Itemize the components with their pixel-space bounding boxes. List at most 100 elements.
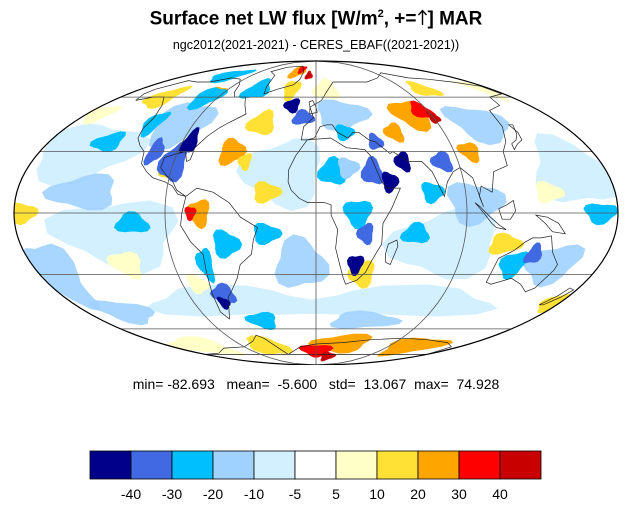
flux-patch [355, 222, 374, 246]
stat-min: -82.693 [167, 376, 215, 392]
colorbar-boxes [89, 450, 542, 480]
flux-patch [114, 211, 151, 233]
flux-patch [488, 232, 525, 255]
colorbar: -40 -30 -20 -10 -5 5 10 20 30 40 [89, 450, 542, 502]
flux-patch [87, 300, 156, 326]
colorbar-label: -5 [289, 486, 302, 502]
flux-field [14, 65, 618, 362]
flux-patch [291, 108, 316, 125]
flux-patch [244, 109, 274, 136]
flux-patch [186, 273, 210, 295]
graticule [14, 61, 618, 365]
flux-patch [237, 153, 252, 172]
flux-patch [329, 310, 403, 329]
colorbar-box [294, 450, 337, 480]
colorbar-label: 5 [332, 486, 340, 502]
colorbar-box [89, 450, 132, 480]
continent-outline [385, 239, 399, 265]
stat-std: 13.067 [363, 376, 407, 392]
flux-patch [451, 80, 511, 102]
colorbar-box [130, 450, 173, 480]
colorbar-label: 20 [410, 486, 426, 502]
flux-patch [360, 155, 385, 185]
flux-patch [347, 255, 365, 276]
flux-patch [393, 150, 411, 173]
world-map [13, 60, 619, 365]
continent-outline [485, 235, 558, 293]
colorbar-label: 10 [369, 486, 385, 502]
flux-patch [41, 173, 115, 211]
flux-patch [23, 243, 104, 312]
flux-patch [377, 337, 454, 357]
flux-patch [236, 137, 321, 211]
continent-outline [205, 334, 453, 355]
continent-outline [507, 124, 523, 151]
continent-outline [135, 77, 247, 197]
flux-patch [399, 221, 430, 244]
colorbar-box [499, 450, 542, 480]
flux-patch [178, 127, 200, 154]
flux-patch [140, 111, 172, 138]
flux-patch [253, 222, 283, 246]
flux-patch [429, 150, 454, 173]
flux-patch [209, 282, 238, 304]
continent-outline [180, 187, 258, 320]
continent-outline [287, 137, 401, 285]
colorbar-box [335, 450, 378, 480]
stat-max-label: max= [414, 376, 449, 392]
title-text: Surface net LW flux [W/m [149, 8, 378, 30]
colorbar-label: -10 [244, 486, 264, 502]
flux-patch [167, 336, 246, 356]
colorbar-box [458, 450, 501, 480]
flux-patch [583, 203, 618, 226]
meridian-line [164, 61, 317, 365]
flux-patch [498, 251, 531, 280]
flux-patch [421, 181, 446, 205]
flux-patch [216, 296, 231, 310]
continent-outline [539, 287, 575, 306]
up-arrow-icon [417, 9, 427, 26]
flux-patch [439, 106, 510, 146]
stat-mean: -5.600 [277, 376, 318, 392]
flux-patch [185, 199, 210, 230]
continent-outline [498, 199, 516, 220]
flux-patch [382, 122, 405, 143]
flux-patch [44, 200, 179, 274]
colorbar-box [212, 450, 255, 480]
flux-patch [82, 106, 122, 125]
flux-patch [244, 311, 276, 331]
continent-outlines [135, 65, 575, 355]
flux-patch [342, 200, 374, 230]
title-mid: , += [383, 8, 417, 30]
colorbar-label: -30 [162, 486, 182, 502]
continent-outline [300, 72, 508, 207]
continent-outline [534, 214, 567, 235]
stats-line: min= -82.693 mean= -5.600 std= 13.067 ma… [0, 376, 632, 392]
flux-patch [238, 78, 271, 99]
title-end: ] MAR [427, 8, 483, 30]
flux-patch [213, 229, 243, 259]
colorbar-box [171, 450, 214, 480]
stat-std-label: std= [328, 376, 356, 392]
flux-patch [523, 242, 543, 264]
continent-outline [474, 202, 507, 230]
continent-outline [263, 65, 305, 95]
flux-patch [254, 181, 283, 204]
colorbar-box [376, 450, 419, 480]
colorbar-label: 30 [451, 486, 467, 502]
colorbar-label: -20 [203, 486, 223, 502]
plot-subtitle: ngc2012(2021-2021) - CERES_EBAF((2021-20… [172, 38, 460, 52]
title-superscript: 2 [377, 8, 384, 20]
stat-mean-label: mean= [226, 376, 270, 392]
map-field [14, 61, 618, 365]
map-outline [13, 60, 619, 365]
flux-patch [405, 80, 445, 96]
flux-patch [184, 206, 197, 222]
flux-patch [297, 66, 308, 74]
flux-patch [335, 124, 356, 142]
flux-patch [534, 133, 617, 203]
flux-patch [537, 293, 572, 314]
flux-patch [456, 142, 480, 164]
flux-patch [381, 171, 400, 194]
colorbar-labels: -40 -30 -20 -10 -5 5 10 20 30 40 [121, 486, 508, 502]
